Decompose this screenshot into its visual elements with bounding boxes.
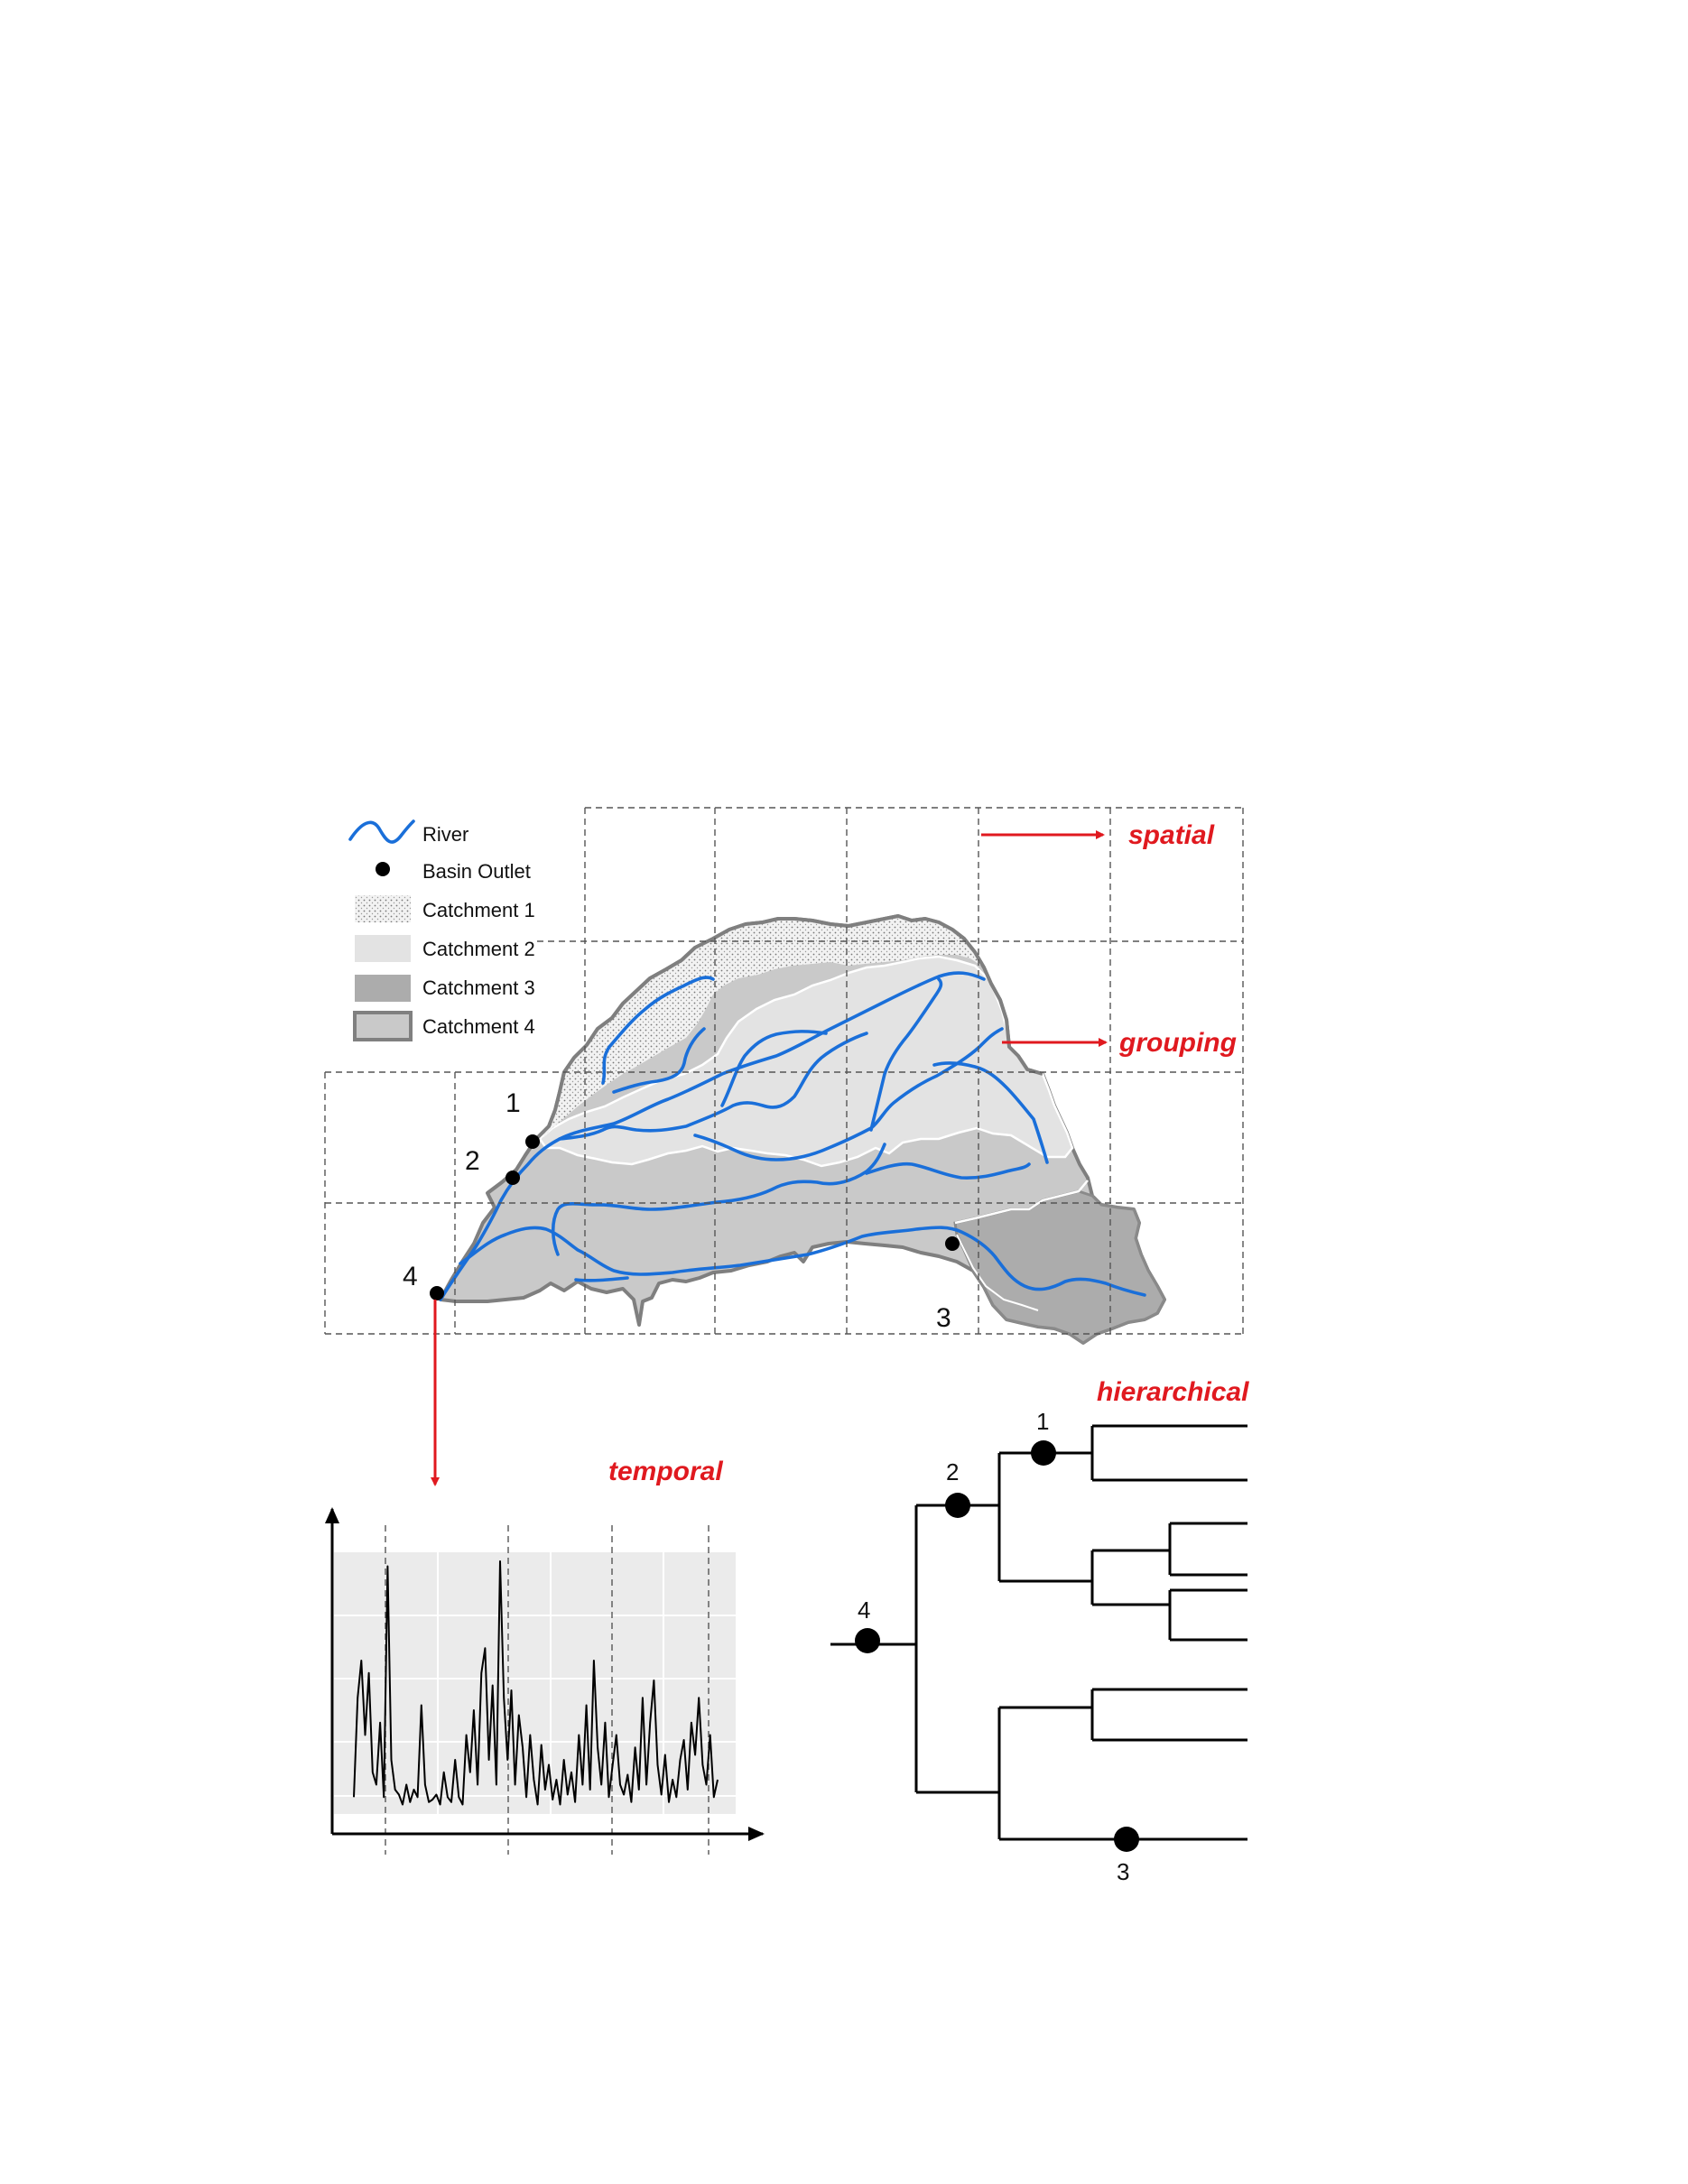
legend-outlet-icon: [376, 862, 390, 876]
basin-outlet-1: [525, 1134, 540, 1149]
river-catchment1-branch-2: [612, 1027, 706, 1094]
hydrograph-chart: [325, 1507, 765, 1855]
tree-label-2: 2: [946, 1458, 959, 1485]
tree-node-3: [1114, 1827, 1139, 1852]
hydrograph-series: [353, 1560, 719, 1806]
legend-catchment3-swatch: [355, 975, 411, 1002]
hydrograph-panel: [334, 1552, 736, 1814]
outlet-label-3: 3: [936, 1303, 951, 1333]
legend-river-icon: [348, 819, 415, 844]
river-catchment2-4: [869, 977, 943, 1132]
basin-outline: [486, 914, 1043, 1195]
tree-node-2: [945, 1493, 970, 1518]
tree-label-4: 4: [858, 1596, 870, 1624]
hierarchy-tree: 1 2 3 4: [830, 1408, 1247, 1885]
temporal-label: temporal: [608, 1457, 723, 1486]
basin-outlet-4: [430, 1286, 444, 1300]
rivers: [439, 971, 1146, 1301]
legend-outlet-label: Basin Outlet: [422, 860, 531, 883]
legend: River Basin Outlet Catchment 1 Catchment…: [348, 819, 535, 1041]
river-catchment4-1: [459, 1226, 1146, 1297]
basin-outlet-2: [505, 1171, 520, 1185]
spatial-grid: [324, 807, 1244, 1335]
basin-outlet-3: [945, 1236, 960, 1251]
tree-edges: [830, 1424, 1247, 1841]
hydrograph-period-lines: [385, 1525, 710, 1855]
river-catchment4-4: [574, 1276, 629, 1282]
river-catchment2-2: [720, 1030, 828, 1107]
legend-river-label: River: [422, 823, 468, 846]
legend-catchment4-label: Catchment 4: [422, 1015, 535, 1038]
legend-catchment2-label: Catchment 2: [422, 938, 535, 960]
river-catchment4-2: [551, 1143, 886, 1256]
outlet-label-1: 1: [505, 1088, 521, 1118]
tree-label-3: 3: [1117, 1858, 1129, 1885]
catchment-3-inner-boundary: [956, 1234, 1039, 1311]
river-catchment2-1: [558, 1032, 868, 1141]
tree-node-4: [855, 1628, 880, 1653]
legend-catchment2-swatch: [355, 935, 411, 962]
legend-catchment1-label: Catchment 1: [422, 899, 535, 921]
catchment-3-boundary: [954, 1180, 1089, 1225]
basin-map: 1 2 3 4: [403, 914, 1166, 1345]
river-catchment4-3: [865, 1161, 1031, 1180]
river-main: [439, 971, 986, 1301]
grouping-label: grouping: [1118, 1028, 1237, 1058]
legend-catchment1-swatch: [355, 895, 411, 922]
outlet-label-2: 2: [465, 1146, 480, 1176]
spatial-label: spatial: [1128, 820, 1215, 850]
catchment-1: [542, 916, 984, 1139]
hierarchical-label: hierarchical: [1097, 1377, 1249, 1407]
legend-catchment3-label: Catchment 3: [422, 976, 535, 999]
legend-catchment4-swatch: [353, 1011, 413, 1041]
river-catchment1-branch: [601, 976, 715, 1085]
catchment-2: [538, 955, 1074, 1168]
tree-node-1: [1031, 1440, 1056, 1466]
outlet-label-4: 4: [403, 1262, 418, 1291]
tree-label-1: 1: [1036, 1408, 1049, 1435]
river-catchment2-5: [932, 1061, 1049, 1164]
